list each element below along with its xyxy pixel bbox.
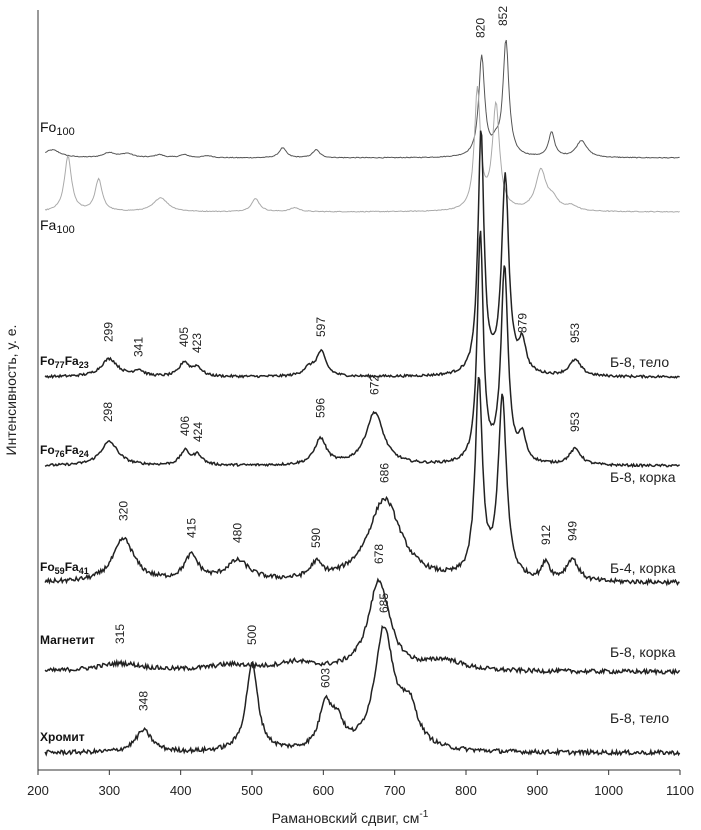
peak-label-0-1: 852 — [496, 6, 510, 26]
x-tick-label-400: 400 — [170, 783, 192, 798]
sample-label-3: Б-8, корка — [610, 469, 676, 485]
series-label-1: Fa100 — [40, 217, 75, 236]
x-axis-title: Рамановский сдвиг, см-1 — [272, 809, 429, 826]
series-line-6 — [44, 624, 681, 757]
peak-label-2-6: 953 — [568, 323, 582, 343]
x-tick-label-600: 600 — [312, 783, 334, 798]
peak-label-4-6: 949 — [565, 521, 579, 541]
series-label-6: Хромит — [40, 730, 85, 744]
series-layer — [44, 39, 681, 757]
peak-label-3-1: 406 — [178, 416, 192, 436]
sample-label-2: Б-8, тело — [610, 354, 669, 370]
series-line-0 — [45, 39, 680, 159]
peak-label-3-5: 953 — [568, 412, 582, 432]
peak-label-2-5: 879 — [515, 313, 529, 333]
series-labels: Fo100 Fa100 Fo77Fa23 Б-8, тело Fo76Fa24 Б-8, … — [40, 119, 676, 744]
x-tick-label-700: 700 — [384, 783, 406, 798]
peak-label-3-3: 596 — [313, 398, 327, 418]
peak-label-0-0: 820 — [473, 18, 487, 38]
peak-label-4-1: 415 — [184, 518, 198, 538]
y-axis-title: Интенсивность, у. е. — [3, 325, 19, 456]
axes — [37, 10, 680, 771]
peak-label-3-0: 298 — [101, 402, 115, 422]
sample-label-5: Б-8, корка — [610, 644, 676, 660]
peak-label-2-3: 423 — [190, 333, 204, 353]
x-ticks: 200 300 400 500 600 700 800 900 1000 1100 — [27, 770, 694, 798]
series-line-4 — [44, 376, 680, 587]
series-line-1 — [44, 86, 680, 213]
x-tick-label-500: 500 — [241, 783, 263, 798]
series-label-2: Fo77Fa23 — [40, 354, 89, 370]
peak-label-6-3: 685 — [377, 593, 391, 613]
peak-label-2-0: 299 — [102, 322, 116, 342]
x-tick-label-800: 800 — [455, 783, 477, 798]
x-tick-label-1000: 1000 — [594, 783, 623, 798]
series-label-0: Fo100 — [40, 119, 75, 138]
series-line-2 — [44, 130, 680, 380]
peak-label-4-0: 320 — [117, 501, 131, 521]
sample-label-6: Б-8, тело — [610, 710, 669, 726]
peak-label-5-1: 678 — [372, 544, 386, 564]
peak-label-2-4: 597 — [314, 317, 328, 337]
x-tick-label-900: 900 — [526, 783, 548, 798]
peak-label-2-2: 405 — [177, 327, 191, 347]
series-label-5: Магнетит — [40, 633, 95, 647]
series-line-5 — [44, 577, 681, 677]
peak-label-6-0: 348 — [137, 691, 151, 711]
peak-label-4-3: 590 — [309, 528, 323, 548]
series-label-3: Fo76Fa24 — [40, 443, 89, 459]
peak-label-6-2: 603 — [318, 668, 332, 688]
peak-label-3-4: 672 — [368, 375, 382, 395]
peak-label-3-2: 424 — [191, 422, 205, 442]
series-line-3 — [44, 230, 681, 469]
peak-label-2-1: 341 — [132, 337, 146, 357]
x-tick-label-1100: 1100 — [666, 783, 694, 798]
peak-label-6-1: 500 — [245, 625, 259, 645]
peak-label-5-0: 315 — [113, 624, 127, 644]
peak-label-4-5: 912 — [539, 525, 553, 545]
sample-label-4: Б-4, корка — [610, 560, 676, 576]
x-tick-label-300: 300 — [98, 783, 120, 798]
peak-label-4-4: 686 — [378, 463, 392, 483]
series-label-4: Fo59Fa41 — [40, 560, 89, 576]
x-tick-label-200: 200 — [27, 783, 49, 798]
peak-label-4-2: 480 — [231, 523, 245, 543]
